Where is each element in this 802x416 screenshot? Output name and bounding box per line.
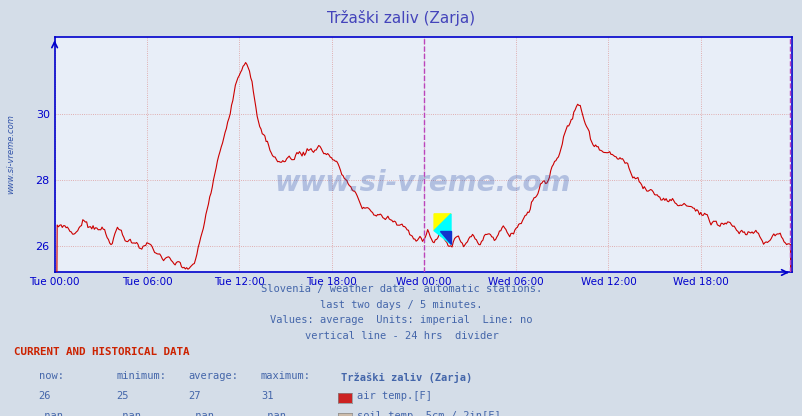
Text: CURRENT AND HISTORICAL DATA: CURRENT AND HISTORICAL DATA — [14, 347, 190, 357]
Text: -nan: -nan — [188, 411, 213, 416]
Text: 27: 27 — [188, 391, 201, 401]
Text: Values: average  Units: imperial  Line: no: Values: average Units: imperial Line: no — [270, 315, 532, 325]
Text: air temp.[F]: air temp.[F] — [357, 391, 431, 401]
Text: maximum:: maximum: — [261, 371, 310, 381]
Text: average:: average: — [188, 371, 238, 381]
Polygon shape — [439, 230, 451, 244]
Text: Slovenia / weather data - automatic stations.: Slovenia / weather data - automatic stat… — [261, 284, 541, 294]
Text: www.si-vreme.com: www.si-vreme.com — [6, 114, 15, 194]
Text: Tržaški zaliv (Zarja): Tržaški zaliv (Zarja) — [341, 371, 472, 383]
Text: minimum:: minimum: — [116, 371, 166, 381]
Text: -nan: -nan — [261, 411, 286, 416]
Text: www.si-vreme.com: www.si-vreme.com — [274, 169, 571, 197]
Text: last two days / 5 minutes.: last two days / 5 minutes. — [320, 300, 482, 310]
Polygon shape — [434, 214, 451, 244]
Text: 25: 25 — [116, 391, 129, 401]
Text: now:: now: — [38, 371, 63, 381]
Polygon shape — [434, 214, 451, 230]
Text: Tržaški zaliv (Zarja): Tržaški zaliv (Zarja) — [327, 10, 475, 26]
Text: 26: 26 — [38, 391, 51, 401]
Text: -nan: -nan — [38, 411, 63, 416]
Text: vertical line - 24 hrs  divider: vertical line - 24 hrs divider — [304, 331, 498, 341]
Text: soil temp. 5cm / 2in[F]: soil temp. 5cm / 2in[F] — [357, 411, 500, 416]
Text: -nan: -nan — [116, 411, 141, 416]
Text: 31: 31 — [261, 391, 273, 401]
